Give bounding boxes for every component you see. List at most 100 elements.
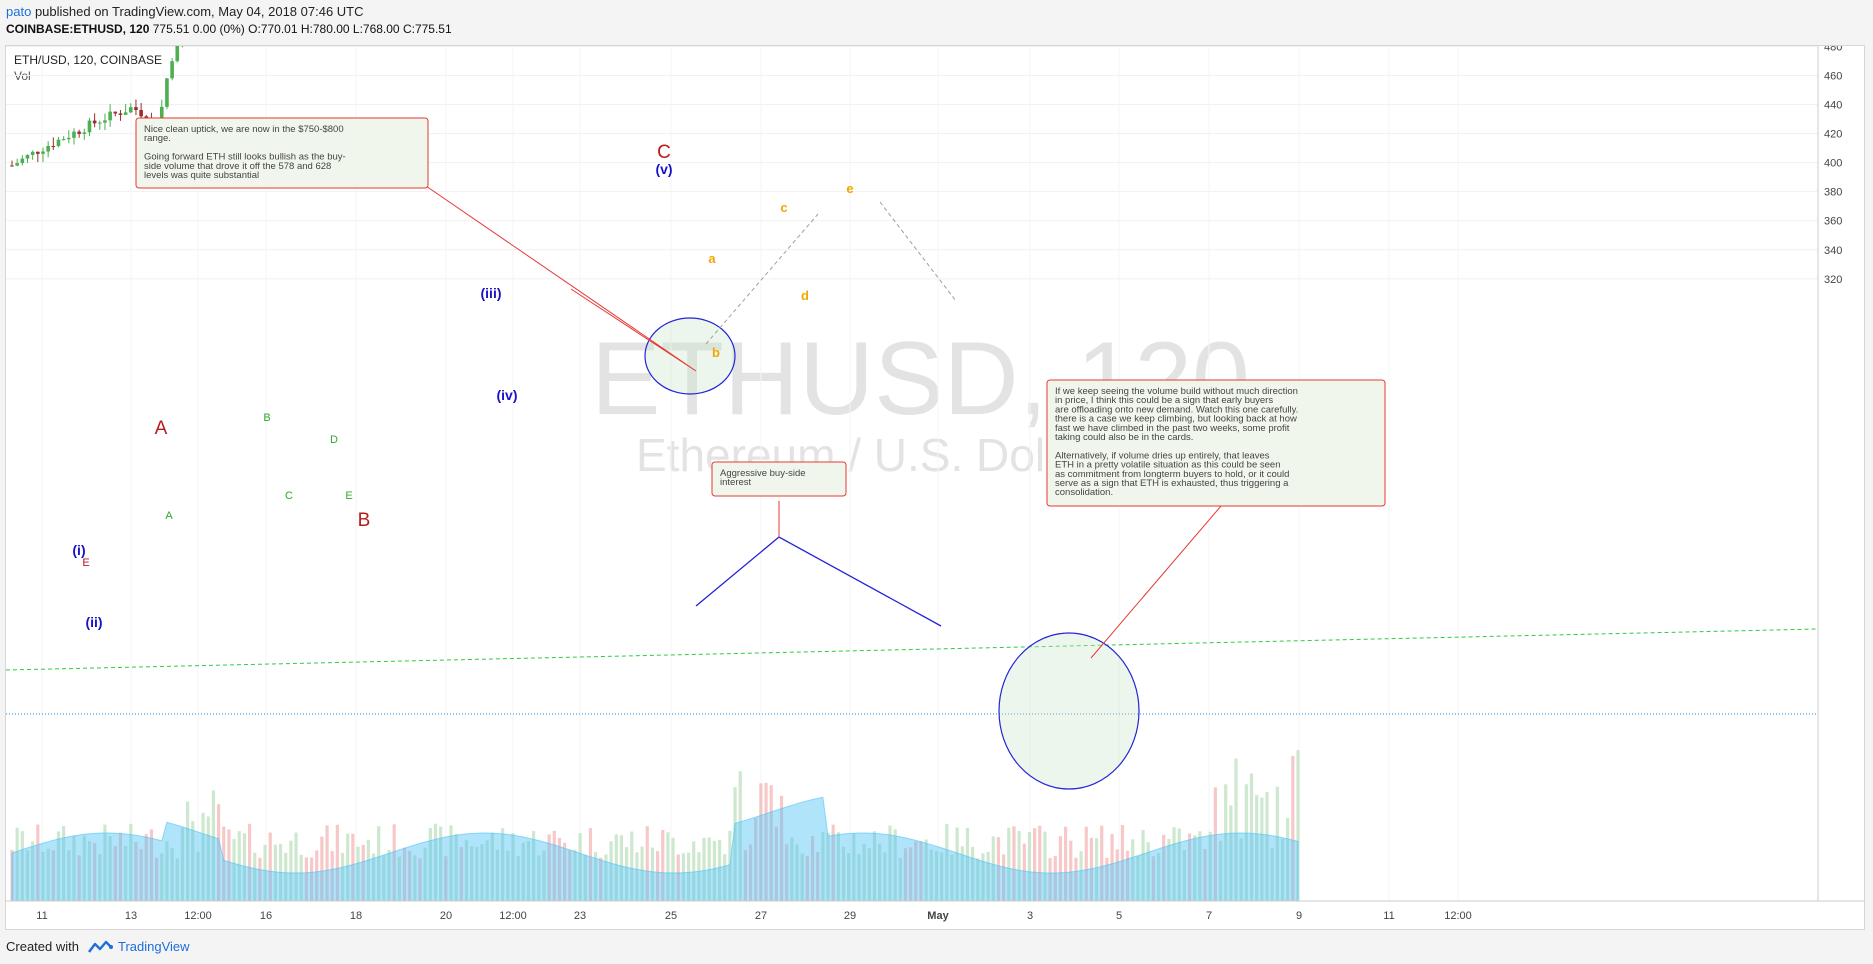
volume-bar [547,834,551,901]
volume-bar [965,827,970,901]
volume-bar [594,852,598,901]
fib-levels: 1.272(775.36)1(743.82)0.786(719.01)0.65(… [5,628,1819,715]
x-tick-label: 12:00 [184,910,212,922]
volume-bar [98,853,102,901]
x-tick-label: 5 [1116,910,1122,922]
candle-body [25,154,30,159]
volume-bar [831,824,835,901]
y-tick-label: 320 [1824,274,1842,286]
dashed-channel [705,213,819,345]
volume-bar [1291,755,1295,901]
y-tick-label: 400 [1824,158,1842,170]
volume-bar [356,846,360,901]
volume-bar [779,795,784,901]
volume-bar [1260,797,1264,901]
note-text: are offloading onto new demand. Watch th… [1055,404,1298,415]
volume-bar [578,833,582,901]
volume-bar [609,841,613,901]
volume-bar [1280,838,1285,901]
volume-bar [862,843,866,901]
volume-bar [129,823,133,901]
y-tick-label: 440 [1824,100,1842,112]
notes: Nice clean uptick, we are now in the $75… [135,117,1386,507]
volume-bar [1027,832,1032,901]
volume-bar [377,826,381,901]
volume-bar [67,850,71,901]
volume-bar [852,833,856,901]
volume-bar [268,832,272,901]
price-chart[interactable]: ETHUSD, 120 Ethereum / U.S. Dollar ETH/U… [5,0,1864,929]
volume-bar [108,836,112,901]
volume-bar [408,850,412,901]
wave-label: a [708,251,716,266]
volume-bar [1002,854,1006,901]
volume-bar [692,841,696,901]
volume-bar [661,829,665,901]
candle-body [82,132,87,134]
candle-body [170,61,174,79]
low-value: L:768.00 [352,22,400,36]
chart-area[interactable]: ETHUSD, 120 Ethereum / U.S. Dollar ETH/U… [5,0,1865,930]
volume-bar [165,841,169,901]
note-text: there is a case we keep climbing, but lo… [1055,414,1297,425]
volume-bar [748,844,753,901]
note-text: ETH in a pretty volatile situation as th… [1055,460,1280,471]
volume-bar [655,851,660,901]
high-value: H:780.00 [300,22,350,36]
note-box [711,461,847,497]
volume-bar [155,857,159,901]
candle-body [103,120,107,123]
candle-body [51,145,56,147]
note-text: in price, I think this could be a sign t… [1055,395,1273,406]
volume-bar [516,856,520,901]
volume-bar [315,850,319,901]
watermark-description: Ethereum / U.S. Dollar [636,429,1096,481]
volume-bar [46,848,50,901]
volume-bar [371,853,376,901]
volume-bar [428,827,432,901]
volume-bar [82,835,86,901]
volume-bar [1187,833,1192,901]
volume-bar [258,857,262,901]
volume-bar [676,854,680,901]
note-text: consolidation. [1055,487,1113,498]
volume-bar [93,843,97,901]
volume-bar [1115,849,1119,901]
candle-body [118,113,123,115]
publish-info: pato published on TradingView.com, May 0… [6,4,364,19]
volume-bar [976,858,980,901]
volume-bar [1017,830,1021,901]
volume-bar [1286,818,1290,901]
note-text: levels was quite substantial [144,170,259,181]
volume-bar [1296,750,1300,901]
x-tick-label: 11 [36,910,47,922]
time-axis[interactable]: 11 13 12:00 16 18 20 12:00 23 25 27 29 May 3 5 7 9 11 12:… [36,910,1471,922]
price-axis[interactable]: 3203403603804004204404604805005205405605… [1824,12,1842,286]
x-tick-label: 12:00 [499,910,527,922]
volume-bar [521,842,525,901]
volume-bar [960,846,964,901]
volume-bar [640,846,644,901]
tradingview-link[interactable]: TradingView [118,939,190,954]
volume-bar [201,812,205,901]
candle-body [10,165,14,167]
volume-bar [712,840,716,901]
volume-bar [506,850,510,901]
volume-bar [1043,831,1047,901]
y-tick-label: 480 [1824,46,1842,53]
volume-area [11,796,1299,902]
volume-bar [826,832,830,901]
volume-bar [304,857,308,901]
volume-bar [898,857,902,901]
x-tick-label: 25 [665,910,677,922]
wave-label: B [358,510,371,531]
candle-body [72,131,76,138]
volume-bar [51,850,55,901]
volume-bar [397,856,401,901]
author-link[interactable]: pato [6,4,32,19]
volume-bar [144,834,148,901]
volume-bar [211,790,216,901]
wave-label: d [801,288,809,303]
volume-bar [950,854,954,901]
volume-bar [1110,834,1114,901]
